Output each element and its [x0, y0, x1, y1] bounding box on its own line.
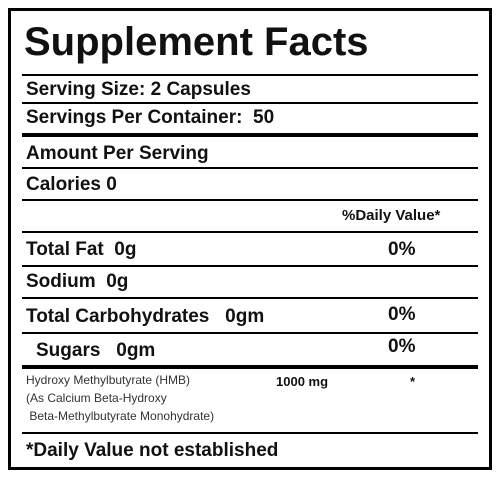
ingredient-dv: *	[410, 374, 416, 389]
rule	[22, 265, 478, 267]
nutrient-name: Sugars 0gm	[36, 340, 156, 361]
nutrient-name: Total Carbohydrates 0gm	[26, 306, 265, 327]
nutrient-dv: 0%	[388, 336, 416, 357]
rule	[22, 74, 478, 76]
label-border	[8, 8, 492, 470]
rule	[22, 199, 478, 201]
rule	[22, 432, 478, 434]
amount-header: Amount Per Serving	[26, 143, 209, 164]
daily-value-header: %Daily Value*	[342, 207, 441, 224]
rule	[22, 102, 478, 104]
rule	[22, 133, 478, 137]
ingredient-line: Beta-Methylbutyrate Monohydrate)	[26, 409, 215, 423]
nutrient-dv: 0%	[388, 304, 416, 325]
rule	[22, 365, 478, 369]
serving-size: Serving Size: 2 Capsules	[26, 79, 251, 100]
ingredient-amount: 1000 mg	[276, 374, 329, 389]
nutrient-name: Sodium 0g	[26, 271, 129, 292]
rule	[22, 231, 478, 233]
ingredient-line: (As Calcium Beta-Hydroxy	[26, 391, 167, 405]
calories: Calories 0	[26, 174, 117, 195]
rule	[22, 297, 478, 299]
servings-per-container: Servings Per Container: 50	[26, 107, 275, 128]
rule	[22, 167, 478, 169]
ingredient-line: Hydroxy Methylbutyrate (HMB)	[26, 373, 191, 387]
footnote: *Daily Value not established	[26, 440, 279, 461]
nutrient-dv: 0%	[388, 239, 416, 260]
title: Supplement Facts	[24, 20, 369, 64]
rule	[22, 332, 478, 334]
nutrient-name: Total Fat 0g	[26, 239, 137, 260]
